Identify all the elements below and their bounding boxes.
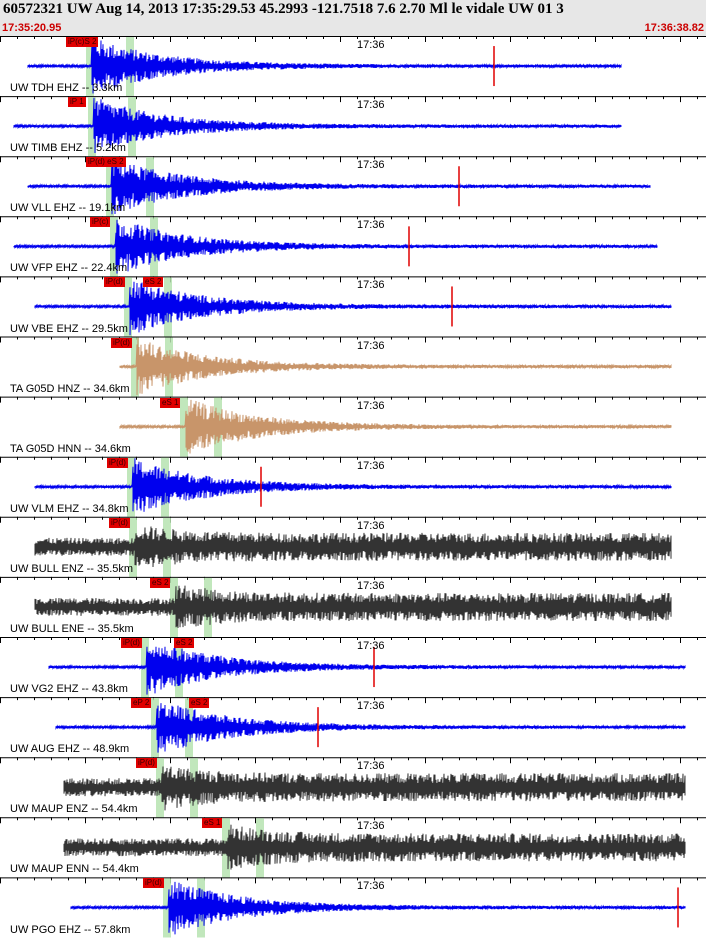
phase-pick-flag[interactable]: iP(d) [111, 337, 132, 348]
phase-pick-flag[interactable]: eS 2 [174, 638, 195, 648]
minute-label: 17:36 [357, 519, 385, 532]
minute-label: 17:36 [357, 880, 385, 893]
phase-pick-flag[interactable]: iP(d) [109, 517, 130, 528]
station-label: UW TIMB EHZ -- 5.2km [10, 142, 126, 155]
waveform [34, 585, 672, 629]
station-label: UW PGO EHZ -- 57.8km [10, 923, 131, 936]
waveform [34, 458, 672, 512]
station-label: UW VLL EHZ -- 19.1km [10, 202, 126, 215]
minute-label: 17:36 [357, 219, 385, 232]
phase-pick-flag[interactable]: eS 1 [160, 397, 181, 408]
waveform [13, 219, 658, 274]
phase-pick-flag[interactable]: iP(d) [143, 878, 164, 889]
station-label: UW AUG EHZ -- 48.9km [10, 743, 130, 756]
minute-label: 17:36 [357, 820, 385, 833]
station-label: UW VBE EHZ -- 29.5km [10, 322, 128, 335]
minute-label: 17:36 [357, 99, 385, 112]
phase-pick-flag[interactable]: iP(d) eS 2 [86, 157, 126, 168]
minute-label: 17:36 [357, 279, 385, 292]
phase-pick-flag[interactable]: iP(c) [90, 217, 111, 228]
waveform [63, 766, 686, 811]
minute-label: 17:36 [357, 760, 385, 773]
station-label: UW VLM EHZ -- 34.8km [10, 502, 129, 515]
minute-label: 17:36 [357, 39, 385, 51]
station-label: TA G05D HNZ -- 34.6km [10, 382, 130, 395]
waveform [34, 281, 672, 336]
phase-pick-flag[interactable]: eS 1 [202, 818, 223, 829]
waveform [34, 526, 672, 568]
phase-pick-flag[interactable]: iP(d) [136, 758, 157, 769]
phase-pick-flag[interactable]: eS 2 [150, 577, 171, 588]
waveform [13, 97, 622, 154]
station-label: UW VFP EHZ -- 22.4km [10, 262, 128, 275]
waveform [27, 158, 651, 215]
event-header: 60572321 UW Aug 14, 2013 17:35:29.53 45.… [0, 0, 706, 36]
phase-pick-flag[interactable]: iP 1 [68, 97, 86, 108]
waveform [48, 646, 686, 695]
minute-label: 17:36 [357, 159, 385, 172]
station-label: UW VG2 EHZ -- 43.8km [10, 683, 128, 696]
station-label: UW BULL ENZ -- 35.5km [10, 562, 134, 575]
waveform [55, 703, 686, 753]
station-label: UW BULL ENE -- 35.5km [10, 623, 134, 635]
minute-label: 17:36 [357, 339, 385, 352]
phase-pick-flag[interactable]: iP(d) [107, 457, 128, 468]
waveform [27, 40, 622, 94]
station-label: UW TDH EHZ -- 3.3km [10, 82, 123, 95]
seismogram-traces[interactable] [0, 36, 706, 938]
waveform [119, 337, 672, 396]
phase-pick-flag[interactable]: eS 2 [143, 277, 164, 288]
phase-pick-flag[interactable]: eP 2 [131, 698, 152, 709]
seismogram-plot[interactable]: UW TDH EHZ -- 3.3km 17:36 iP(c)S 2 UW TIMB … [0, 36, 706, 938]
minute-label: 17:36 [357, 640, 385, 652]
start-time: 17:35:20.95 [2, 22, 62, 34]
station-label: UW MAUP ENZ -- 54.4km [10, 803, 138, 816]
waveform [70, 881, 686, 935]
minute-label: 17:36 [357, 459, 385, 472]
phase-pick-flag[interactable]: iP(d) [121, 638, 142, 648]
waveform [119, 399, 672, 454]
phase-pick-flag[interactable]: iP(d) [104, 277, 125, 288]
station-label: UW MAUP ENN -- 54.4km [10, 863, 139, 876]
station-label: TA G05D HNN -- 34.6km [10, 442, 131, 455]
minute-label: 17:36 [357, 700, 385, 713]
minute-label: 17:36 [357, 579, 385, 592]
minute-label: 17:36 [357, 399, 385, 412]
phase-pick-flag[interactable]: eS 2 [189, 698, 210, 709]
event-title: 60572321 UW Aug 14, 2013 17:35:29.53 45.… [3, 1, 564, 17]
end-time: 17:36:38.82 [644, 22, 704, 34]
waveform [63, 824, 686, 870]
phase-pick-flag[interactable]: iP(c)S 2 [66, 37, 99, 47]
